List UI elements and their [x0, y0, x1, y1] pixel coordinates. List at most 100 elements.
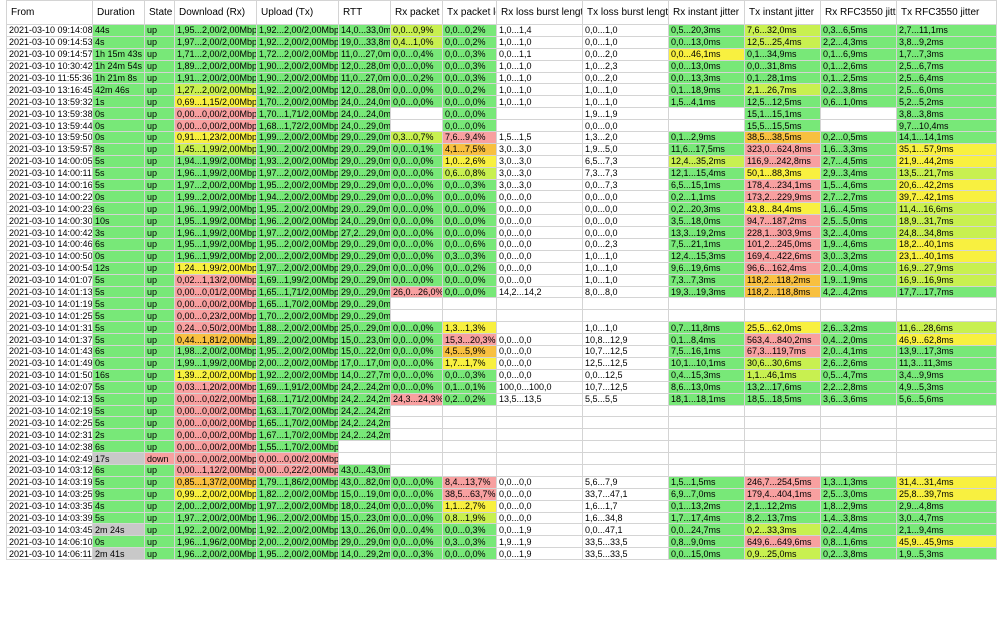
cell-tx-loss-burst-length: 10,7...12,5	[582, 345, 669, 358]
cell-tx-rfc3550-jitter: 16,9...16,9ms	[896, 273, 997, 287]
table-row[interactable]: 2021-03-10 14:00:30 10s up 1,95...1,99/2,00…	[6, 214, 997, 228]
cell-tx-rfc3550-jitter: 1,7...7,3ms	[896, 47, 997, 61]
column-header-state[interactable]: State	[144, 0, 175, 25]
table-row[interactable]: 2021-03-10 09:14:08 44s up 1,95...2,00/2,00…	[6, 24, 997, 37]
table-row[interactable]: 2021-03-10 14:01:31 5s up 0,24...0,50/2,00M…	[6, 321, 997, 335]
table-row[interactable]: 2021-03-10 14:02:31 2s up 0,00...0,00/2,00M…	[6, 428, 997, 442]
column-header-rx-instant-jitter[interactable]: Rx instant jitter	[668, 0, 745, 25]
table-row[interactable]: 2021-03-10 14:02:38 6s up 0,00...0,00/2,00M…	[6, 440, 997, 454]
column-header-rx-rfc3550-jitter[interactable]: Rx RFC3550 jitter	[820, 0, 897, 25]
table-row[interactable]: 2021-03-10 14:01:19 5s up 0,00...0,00/2,00M…	[6, 297, 997, 311]
cell-upload-tx: 1,79...1,86/2,00Mbps	[256, 475, 339, 489]
table-row[interactable]: 2021-03-10 13:59:44 0s up 0,00...0,00/2,00M…	[6, 119, 997, 133]
cell-duration: 0s	[92, 535, 145, 549]
cell-state: up	[144, 368, 175, 382]
cell-rtt: 29,0...29,0ms	[338, 309, 391, 323]
table-row[interactable]: 2021-03-10 14:03:19 5s up 0,85...1,37/2,00M…	[6, 475, 997, 489]
cell-tx-instant-jitter	[744, 416, 821, 430]
cell-from: 2021-03-10 14:00:50	[6, 249, 93, 263]
column-header-tx-rfc3550-jitter[interactable]: Tx RFC3550 jitter	[896, 0, 997, 25]
column-header-rtt[interactable]: RTT	[338, 0, 391, 25]
table-row[interactable]: 2021-03-10 10:30:42 1h 24m 54s up 1,89...2,…	[6, 59, 997, 73]
cell-duration: 1h 15m 43s	[92, 47, 145, 61]
cell-tx-loss-burst-length: 5,6...7,9	[582, 475, 669, 489]
cell-rx-instant-jitter	[668, 107, 745, 121]
cell-download-rx: 0,00...0,23/2,00Mbps	[174, 309, 257, 323]
table-row[interactable]: 2021-03-10 14:00:23 6s up 1,96...1,99/2,00M…	[6, 202, 997, 216]
cell-state: up	[144, 226, 175, 240]
table-row[interactable]: 2021-03-10 14:03:25 9s up 0,99...2,00/2,00M…	[6, 487, 997, 501]
cell-state: up	[144, 154, 175, 168]
table-row[interactable]: 2021-03-10 14:03:35 4s up 2,00...2,00/2,00M…	[6, 499, 997, 513]
table-row[interactable]: 2021-03-10 09:14:53 4s up 1,97...2,00/2,00M…	[6, 35, 997, 49]
cell-tx-rfc3550-jitter: 25,8...39,7ms	[896, 487, 997, 501]
table-row[interactable]: 2021-03-10 13:59:32 1s up 0,69...1,15/2,00M…	[6, 95, 997, 109]
table-row[interactable]: 2021-03-10 14:00:42 3s up 1,96...1,99/2,00M…	[6, 226, 997, 240]
column-header-upload-tx[interactable]: Upload (Tx)	[256, 0, 339, 25]
table-row[interactable]: 2021-03-10 14:00:05 5s up 1,94...1,99/2,00M…	[6, 154, 997, 168]
table-row[interactable]: 2021-03-10 14:02:07 5s up 0,03...1,20/2,00M…	[6, 380, 997, 394]
table-row[interactable]: 2021-03-10 14:02:25 5s up 0,00...0,00/2,00M…	[6, 416, 997, 430]
table-row[interactable]: 2021-03-10 11:55:36 1h 21m 8s up 1,91...2,0…	[6, 71, 997, 85]
cell-rtt: 17,0...17,0ms	[338, 356, 391, 370]
cell-upload-tx: 1,89...2,00/2,00Mbps	[256, 333, 339, 347]
table-row[interactable]: 2021-03-10 14:06:10 0s up 1,96...1,96/2,00M…	[6, 535, 997, 549]
column-header-from[interactable]: From	[6, 0, 93, 25]
column-header-download-rx[interactable]: Download (Rx)	[174, 0, 257, 25]
cell-tx-instant-jitter	[744, 309, 821, 323]
table-row[interactable]: 2021-03-10 14:01:13 5s up 0,00...0,01/2,00M…	[6, 285, 997, 299]
cell-rx-loss-burst-length: 1,0...1,0	[496, 59, 583, 73]
cell-tx-instant-jitter: 563,4...840,2ms	[744, 333, 821, 347]
table-row[interactable]: 2021-03-10 14:02:13 5s up 0,00...0,02/2,00M…	[6, 392, 997, 406]
cell-rx-instant-jitter: 0,1...18,9ms	[668, 83, 745, 97]
table-row[interactable]: 2021-03-10 13:16:45 42m 46s up 1,27...2,00/…	[6, 83, 997, 97]
cell-rx-instant-jitter: 1,5...4,1ms	[668, 95, 745, 109]
cell-tx-rfc3550-jitter	[896, 404, 997, 418]
cell-rx-packet-loss	[390, 404, 443, 418]
table-row[interactable]: 2021-03-10 13:59:57 8s up 1,45...1,99/2,00M…	[6, 142, 997, 156]
table-row[interactable]: 2021-03-10 14:02:49 17s down 0,00...0,00/2,…	[6, 452, 997, 465]
cell-rx-rfc3550-jitter: 2,7...2,7ms	[820, 190, 897, 204]
cell-download-rx: 1,97...2,00/2,00Mbps	[174, 35, 257, 49]
column-header-duration[interactable]: Duration	[92, 0, 145, 25]
table-row[interactable]: 2021-03-10 14:01:37 5s up 0,44...1,81/2,00M…	[6, 333, 997, 347]
table-row[interactable]: 2021-03-10 14:01:43 6s up 1,98...2,00/2,00M…	[6, 345, 997, 358]
cell-state: up	[144, 440, 175, 454]
column-header-tx-instant-jitter[interactable]: Tx instant jitter	[744, 0, 821, 25]
table-row[interactable]: 2021-03-10 14:00:11 5s up 1,96...1,99/2,00M…	[6, 166, 997, 180]
cell-from: 2021-03-10 14:01:07	[6, 273, 93, 287]
table-row[interactable]: 2021-03-10 14:03:39 5s up 1,97...2,00/2,00M…	[6, 511, 997, 525]
table-row[interactable]: 2021-03-10 14:01:25 5s up 0,00...0,23/2,00M…	[6, 309, 997, 323]
cell-tx-instant-jitter	[744, 452, 821, 465]
cell-rx-rfc3550-jitter: 0,4...2,0ms	[820, 333, 897, 347]
column-header-tx-packet-loss[interactable]: Tx packet loss	[442, 0, 497, 25]
cell-from: 2021-03-10 14:01:49	[6, 356, 93, 370]
column-header-rx-loss-burst-length[interactable]: Rx loss burst length	[496, 0, 583, 25]
table-row[interactable]: 2021-03-10 14:00:22 0s up 1,99...2,00/2,00M…	[6, 190, 997, 204]
cell-rx-loss-burst-length: 0,0...0,0	[496, 190, 583, 204]
cell-upload-tx: 1,70...2,00/2,00Mbps	[256, 95, 339, 109]
table-row[interactable]: 2021-03-10 14:00:16 5s up 1,97...2,00/2,00M…	[6, 178, 997, 192]
table-row[interactable]: 2021-03-10 09:14:57 1h 15m 43s up 1,71...2,…	[6, 47, 997, 61]
table-row[interactable]: 2021-03-10 14:02:19 5s up 0,00...0,00/2,00M…	[6, 404, 997, 418]
table-row[interactable]: 2021-03-10 13:59:50 0s up 0,91...1,23/2,00M…	[6, 131, 997, 144]
table-row[interactable]: 2021-03-10 14:01:50 16s up 1,39...2,00/2,00…	[6, 368, 997, 382]
cell-rx-packet-loss: 0,0...0,0%	[390, 345, 443, 358]
cell-from: 2021-03-10 14:00:05	[6, 154, 93, 168]
table-row[interactable]: 2021-03-10 13:59:38 0s up 0,00...0,00/2,00M…	[6, 107, 997, 121]
column-header-rx-packet-loss[interactable]: Rx packet loss	[390, 0, 443, 25]
cell-from: 2021-03-10 14:01:37	[6, 333, 93, 347]
table-row[interactable]: 2021-03-10 14:03:12 6s up 0,00...1,12/2,00M…	[6, 463, 997, 477]
table-row[interactable]: 2021-03-10 14:00:54 12s up 1,24...1,99/2,00…	[6, 261, 997, 275]
table-row[interactable]: 2021-03-10 14:06:11 2m 41s up 1,96...2,00/2…	[6, 547, 997, 561]
column-header-tx-loss-burst-length[interactable]: Tx loss burst length	[582, 0, 669, 25]
cell-rtt: 29,0...29,0ms	[338, 535, 391, 549]
table-row[interactable]: 2021-03-10 14:03:45 2m 24s up 1,92...2,00/2…	[6, 523, 997, 537]
table-row[interactable]: 2021-03-10 14:01:49 0s up 1,99...1,99/2,00M…	[6, 356, 997, 370]
cell-tx-loss-burst-length: 0,0...2,3	[582, 238, 669, 251]
table-row[interactable]: 2021-03-10 14:00:46 6s up 1,95...1,99/2,00M…	[6, 238, 997, 251]
cell-tx-rfc3550-jitter	[896, 440, 997, 454]
table-row[interactable]: 2021-03-10 14:00:50 0s up 1,96...1,99/2,00M…	[6, 249, 997, 263]
table-row[interactable]: 2021-03-10 14:01:07 5s up 0,02...1,13/2,00M…	[6, 273, 997, 287]
cell-download-rx: 1,96...2,00/2,00Mbps	[174, 547, 257, 561]
